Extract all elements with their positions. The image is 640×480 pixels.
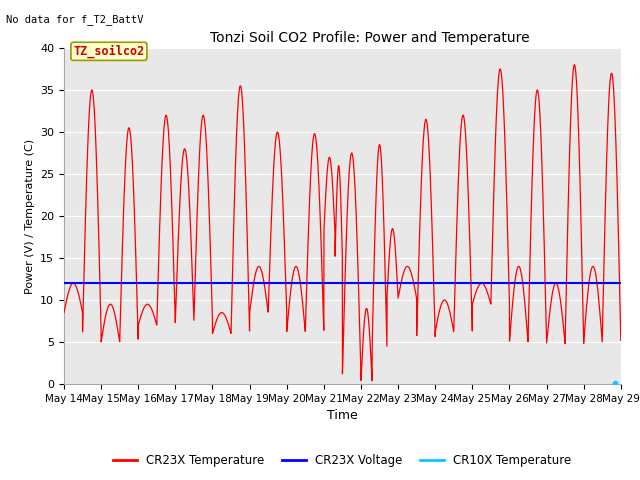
Text: TZ_soilco2: TZ_soilco2 [73, 45, 145, 58]
Text: No data for f_T2_BattV: No data for f_T2_BattV [6, 14, 144, 25]
Legend: CR23X Temperature, CR23X Voltage, CR10X Temperature: CR23X Temperature, CR23X Voltage, CR10X … [108, 450, 577, 472]
X-axis label: Time: Time [327, 409, 358, 422]
Title: Tonzi Soil CO2 Profile: Power and Temperature: Tonzi Soil CO2 Profile: Power and Temper… [211, 32, 530, 46]
Y-axis label: Power (V) / Temperature (C): Power (V) / Temperature (C) [24, 138, 35, 294]
